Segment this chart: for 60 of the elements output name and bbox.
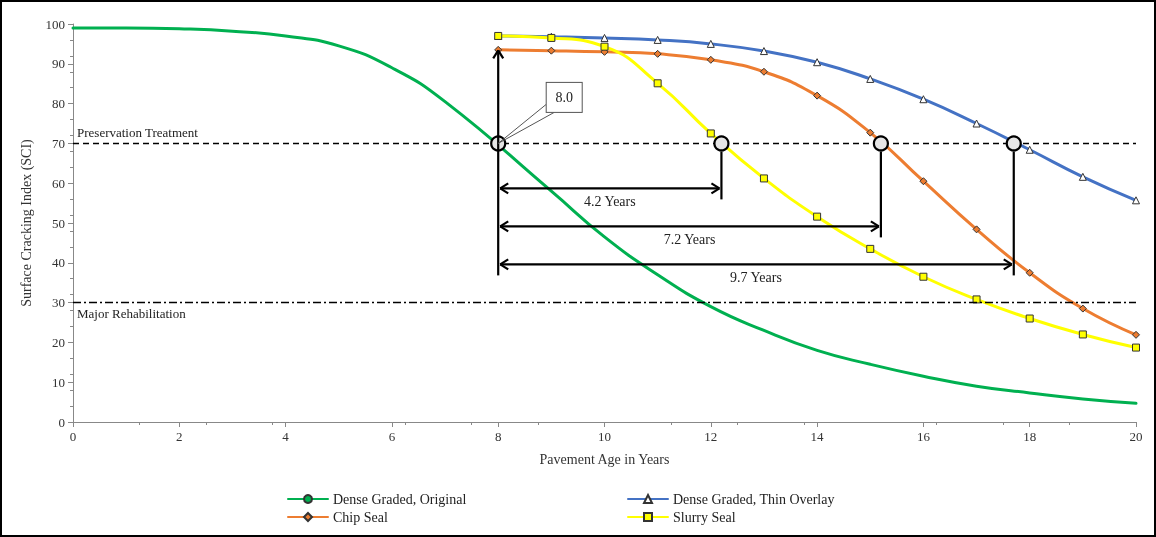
x-tick-label: 20 (1129, 429, 1143, 444)
y-tick-label: 60 (52, 175, 65, 191)
x-tick-label: 14 (810, 429, 825, 444)
y-tick-label: 70 (52, 135, 65, 151)
point (1005, 135, 1022, 152)
y-tick-label: 80 (52, 96, 65, 112)
y-tick-label: 40 (52, 255, 65, 271)
point (1078, 330, 1087, 339)
x-tick-label: 16 (916, 429, 931, 444)
point (919, 272, 928, 281)
point (872, 135, 889, 152)
y-tick-label: 0 (58, 414, 65, 430)
y-tick-label: 30 (52, 295, 65, 311)
y-tick-label: 20 (52, 334, 65, 350)
point (866, 128, 875, 137)
y-tick-label: 100 (45, 16, 65, 32)
point (1025, 314, 1034, 323)
annotation: 9.7 Years (730, 270, 782, 286)
x-tick-label: 12 (704, 429, 718, 444)
y-axis-title: Surface Cracking Index (SCI) (18, 138, 35, 307)
y-tick-label: 90 (52, 56, 65, 72)
x-tick-label: 8 (494, 429, 502, 444)
y-tick-label: 50 (52, 215, 65, 231)
y-tick-label: 10 (52, 374, 65, 390)
point (972, 295, 981, 304)
point (1132, 330, 1140, 339)
x-tick-label: 0 (69, 429, 77, 444)
point (759, 174, 768, 183)
point (813, 91, 822, 100)
point (600, 42, 609, 51)
legend-label: Dense Graded, Original (333, 491, 467, 507)
x-tick-label: 10 (598, 429, 611, 444)
point (547, 46, 556, 55)
point (1078, 304, 1087, 313)
legend-label: Chip Seal (333, 509, 388, 525)
annotation: 8.0 (555, 90, 573, 106)
ref-line-label: Major Rehabilitation (77, 305, 187, 321)
x-axis-title: Pavement Age in Years (539, 451, 670, 467)
annotation: 4.2 Years (583, 194, 636, 210)
ref-line-label: Preservation Treatment (77, 125, 199, 141)
point (706, 129, 715, 138)
legend-label: Dense Graded, Thin Overlay (673, 491, 835, 507)
x-tick-label: 4 (282, 429, 290, 444)
point (866, 244, 875, 253)
point (759, 67, 768, 76)
point (1025, 268, 1034, 277)
point (919, 177, 928, 186)
annotation: 7.2 Years (663, 232, 716, 248)
point (813, 212, 822, 221)
legend-label: Slurry Seal (673, 509, 736, 525)
point (972, 225, 981, 234)
point (706, 55, 715, 64)
point (713, 135, 730, 152)
point (653, 79, 662, 88)
x-tick-label: 18 (1023, 429, 1037, 444)
x-tick-label: 2 (176, 429, 183, 444)
point (1132, 343, 1140, 352)
line-series (71, 26, 1138, 405)
x-tick-label: 6 (388, 429, 396, 444)
point (653, 49, 662, 58)
